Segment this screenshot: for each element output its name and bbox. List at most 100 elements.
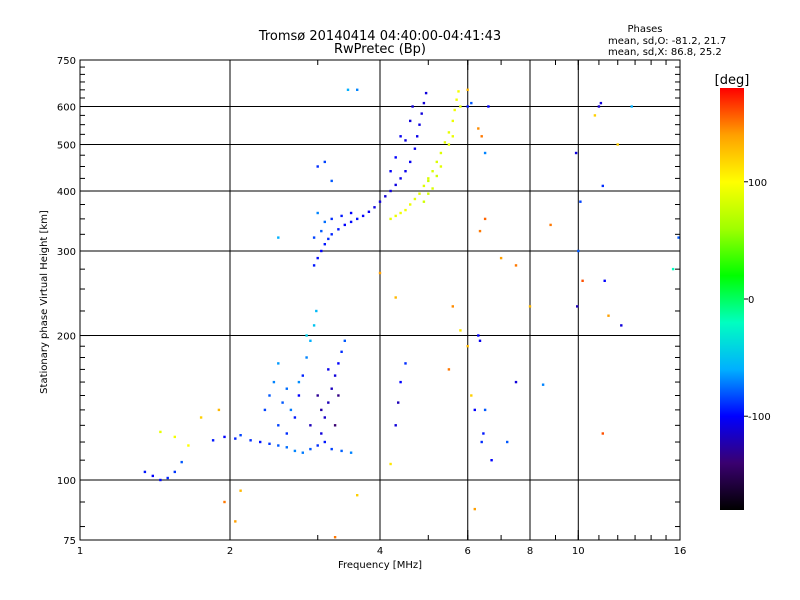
data-point <box>159 430 162 434</box>
data-point <box>343 339 346 342</box>
data-point <box>281 401 284 404</box>
data-point <box>277 444 280 447</box>
x-axis: 1 2 4 6 8 10 16 <box>77 60 687 557</box>
data-point <box>361 214 365 218</box>
data-point <box>293 416 297 419</box>
data-point <box>399 380 402 384</box>
data-point <box>234 437 237 440</box>
data-point <box>173 435 176 439</box>
data-point <box>217 408 221 412</box>
phases-line-o: mean, sd,O: -81.2, 21.7 <box>608 36 726 47</box>
data-point <box>394 183 397 187</box>
y-tick-label: 400 <box>57 187 76 198</box>
x-axis-label: Frequency [MHz] <box>338 560 422 571</box>
y-tick-label: 75 <box>63 536 76 547</box>
data-point <box>404 139 407 142</box>
data-point <box>316 394 319 397</box>
data-point <box>316 165 319 168</box>
data-point <box>409 119 412 123</box>
data-point <box>477 334 480 337</box>
data-point <box>541 383 545 386</box>
data-point <box>477 127 480 130</box>
chart-subtitle: RwPretec (Bp) <box>334 42 426 57</box>
data-point <box>320 432 323 435</box>
data-point <box>316 444 319 447</box>
data-point <box>249 439 252 442</box>
data-point <box>487 105 490 108</box>
data-point <box>416 135 419 138</box>
data-point <box>549 223 552 227</box>
data-point <box>384 195 387 198</box>
data-point <box>330 179 333 183</box>
data-point <box>320 408 323 412</box>
data-point <box>411 105 414 108</box>
data-point <box>367 210 371 213</box>
data-point <box>312 236 316 239</box>
data-point <box>330 233 333 236</box>
data-point <box>478 229 482 233</box>
y-axis-label: Stationary phase Virtual Height [km] <box>39 210 50 394</box>
data-point <box>327 401 330 404</box>
data-point <box>309 339 312 342</box>
data-point <box>451 305 454 308</box>
data-point <box>443 141 447 144</box>
data-point <box>473 507 476 511</box>
data-point <box>268 442 271 445</box>
data-point <box>671 267 675 271</box>
data-point <box>597 105 601 108</box>
data-point <box>309 424 312 427</box>
data-point <box>297 394 301 397</box>
grid-lines <box>80 60 680 540</box>
data-point <box>389 170 392 173</box>
data-point <box>399 211 402 215</box>
y-axis: 75 100 200 300 400 500 600 750 <box>57 56 680 547</box>
data-point <box>389 189 392 193</box>
data-point <box>323 243 326 246</box>
data-point <box>466 105 469 108</box>
data-point <box>435 174 438 178</box>
data-point <box>356 88 359 91</box>
data-point <box>459 105 462 108</box>
data-point <box>431 170 434 173</box>
colorbar-tick-label: 100 <box>748 178 767 189</box>
data-point <box>394 214 397 218</box>
data-point <box>616 143 619 146</box>
data-point <box>424 91 428 95</box>
data-point <box>333 374 337 377</box>
x-tick-label: 16 <box>674 546 687 557</box>
data-point <box>427 177 430 180</box>
data-point <box>451 119 454 123</box>
data-point <box>293 449 297 453</box>
data-point <box>151 474 154 478</box>
data-point <box>399 135 402 138</box>
data-point <box>356 494 359 497</box>
data-point <box>482 432 485 435</box>
phases-heading: Phases <box>627 24 662 35</box>
data-point <box>330 447 333 451</box>
data-point <box>330 387 333 390</box>
data-point <box>277 362 280 365</box>
data-point <box>431 187 434 190</box>
x-tick-label: 4 <box>377 546 383 557</box>
data-point <box>457 90 460 93</box>
data-point <box>422 200 426 203</box>
data-point <box>447 143 451 146</box>
data-point <box>418 123 421 126</box>
colorbar <box>720 88 744 510</box>
data-point <box>316 211 319 215</box>
data-point <box>327 237 330 241</box>
data-point <box>259 440 262 444</box>
data-point <box>143 470 147 474</box>
data-point <box>327 368 330 371</box>
data-point <box>397 401 400 404</box>
data-point <box>409 160 412 164</box>
data-point <box>455 98 458 101</box>
data-point <box>289 408 293 412</box>
data-point <box>601 432 604 435</box>
data-point <box>263 408 267 412</box>
data-point <box>394 296 397 299</box>
data-point <box>418 192 421 195</box>
data-point <box>320 249 323 253</box>
data-point <box>301 451 304 454</box>
